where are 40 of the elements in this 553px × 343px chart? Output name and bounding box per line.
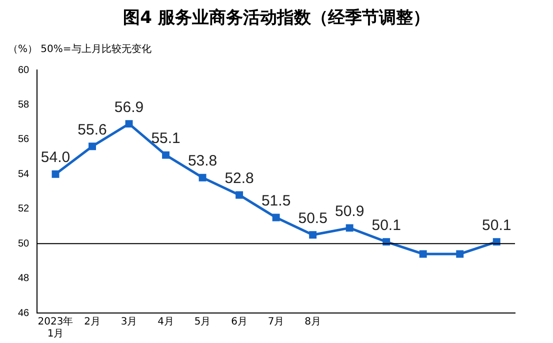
data-label: 53.8 [188, 152, 218, 170]
y-tick-label: 58 [18, 99, 30, 110]
y-tick-label: 46 [18, 308, 30, 319]
point [346, 224, 354, 232]
data-label: 52.8 [224, 170, 254, 187]
y-tick-label: 50 [18, 238, 30, 250]
point [236, 191, 244, 199]
point [88, 142, 96, 150]
data-label: 56.9 [114, 98, 144, 116]
x-tick-label: 6月 [231, 316, 248, 328]
point [52, 170, 60, 178]
point [309, 231, 317, 239]
point [198, 174, 206, 182]
chart-title: 图4 服务业商务活动指数（经季节调整） [122, 7, 431, 29]
data-label: 50.5 [298, 210, 328, 227]
x-tick-label: 4月 [158, 316, 174, 328]
text: （%） 50%=与上月比较无变化 [8, 42, 152, 56]
point [162, 151, 170, 159]
x-tick-label: 7月 [268, 316, 284, 328]
data-label: 50.1 [482, 216, 512, 234]
y-tick-label: 48 [18, 273, 30, 284]
x-tick-label: 2月 [84, 316, 100, 328]
y-tick-label: 56 [18, 134, 30, 146]
data-label: 50.9 [334, 202, 364, 220]
point [272, 214, 280, 222]
y-tick-label: 60 [18, 64, 30, 76]
point [419, 250, 427, 258]
data-label: 55.1 [151, 130, 180, 148]
x-tick-label: 3月 [120, 316, 138, 328]
data-label: 50.1 [372, 216, 401, 234]
y-tick-label: 52 [18, 204, 30, 215]
point [456, 250, 464, 258]
data-label: 54.0 [40, 149, 70, 166]
x-tick-label: 5月 [194, 316, 211, 328]
x-tick-label: 8月 [304, 316, 322, 328]
x-tick-label: 2023年1月 [38, 316, 74, 340]
y-tick-label: 54 [18, 168, 30, 180]
point [125, 120, 133, 128]
data-label: 55.6 [78, 121, 107, 138]
data-label: 51.5 [261, 192, 291, 210]
